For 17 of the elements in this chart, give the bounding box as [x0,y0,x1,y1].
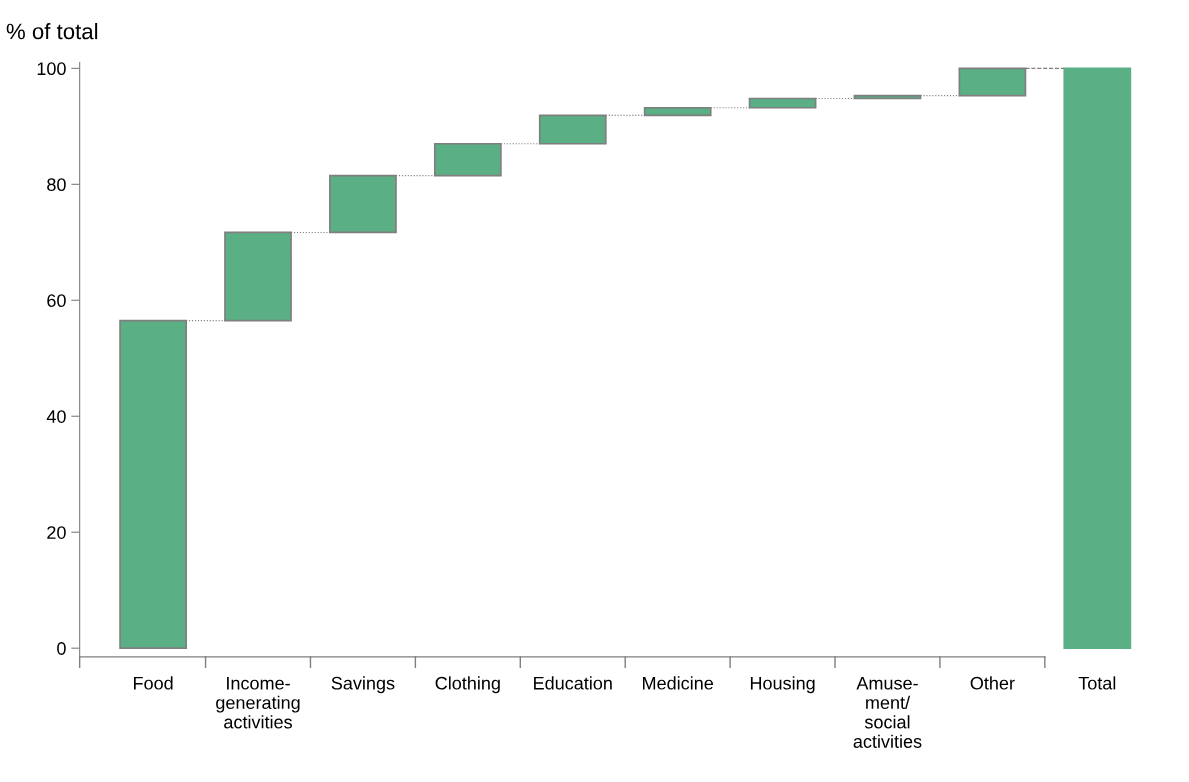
x-tick-label: Food [134,676,173,690]
x-tick-label: Savings [331,676,395,694]
y-tick-label: 80 [47,178,66,192]
y-tick-label: 20 [47,526,66,539]
x-tick-label: Housing [750,676,815,694]
x-tick-label: Medicine [643,676,713,690]
x-tick-label: Income- generating activities [216,676,300,729]
x-tick-label: Education [534,676,612,690]
x-tick-label: Total [1078,676,1116,690]
y-tick-label: 100 [37,62,66,76]
y-tick-label: 60 [47,294,66,308]
y-tick-label: 0 [57,642,66,655]
y-axis-title: % of total [6,23,98,40]
x-tick-label: Amuse- ment/ social activities [853,676,922,748]
x-tick-label: Other [970,676,1015,690]
y-tick-label: 40 [46,410,66,423]
x-tick-label: Clothing [435,676,500,694]
